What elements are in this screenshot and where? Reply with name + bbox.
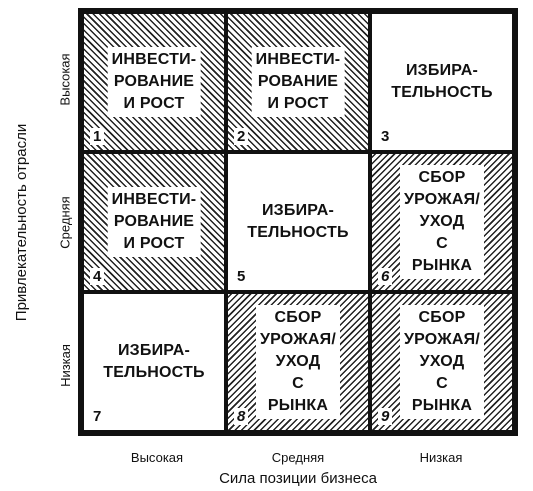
cell-strategy-label: ИЗБИРА- ТЕЛЬНОСТЬ	[99, 338, 209, 386]
cell-number: 2	[234, 128, 249, 145]
matrix-cell-2: ИНВЕСТИ- РОВАНИЕ И РОСТ 2	[226, 12, 370, 152]
matrix-cell-8: СБОР УРОЖАЯ/ УХОД С РЫНКА 8	[226, 292, 370, 432]
cell-strategy-label: СБОР УРОЖАЯ/ УХОД С РЫНКА	[255, 305, 341, 419]
cell-strategy-label: ИНВЕСТИ- РОВАНИЕ И РОСТ	[107, 187, 201, 257]
column-label-high: Высокая	[130, 450, 184, 465]
cell-number: 7	[90, 408, 105, 425]
cell-strategy-label: СБОР УРОЖАЯ/ УХОД С РЫНКА	[399, 165, 485, 279]
cell-strategy-label: ИЗБИРА- ТЕЛЬНОСТЬ	[387, 58, 497, 106]
matrix-cell-3: ИЗБИРА- ТЕЛЬНОСТЬ 3	[370, 12, 514, 152]
cell-number: 4	[90, 268, 105, 285]
row-label-medium: Средняя	[57, 196, 73, 249]
column-label-low: Низкая	[419, 450, 463, 465]
matrix-grid: ИНВЕСТИ- РОВАНИЕ И РОСТ 1 ИНВЕСТИ- РОВАН…	[78, 8, 518, 436]
column-label-medium: Средняя	[271, 450, 325, 465]
cell-number: 5	[234, 268, 249, 285]
row-label-low: Низкая	[57, 343, 73, 387]
cell-number: 9	[378, 408, 393, 425]
cell-number: 6	[378, 268, 393, 285]
cell-strategy-label: ИНВЕСТИ- РОВАНИЕ И РОСТ	[251, 47, 345, 117]
cell-strategy-label: СБОР УРОЖАЯ/ УХОД С РЫНКА	[399, 305, 485, 419]
matrix-cell-4: ИНВЕСТИ- РОВАНИЕ И РОСТ 4	[82, 152, 226, 292]
cell-strategy-label: ИНВЕСТИ- РОВАНИЕ И РОСТ	[107, 47, 201, 117]
cell-number: 3	[378, 128, 393, 145]
matrix-cell-7: ИЗБИРА- ТЕЛЬНОСТЬ 7	[82, 292, 226, 432]
x-axis-title: Сила позиции бизнеса	[219, 470, 377, 487]
y-axis-title: Привлекательность отрасли	[13, 123, 31, 321]
matrix-cell-9: СБОР УРОЖАЯ/ УХОД С РЫНКА 9	[370, 292, 514, 432]
matrix-cell-5: ИЗБИРА- ТЕЛЬНОСТЬ 5	[226, 152, 370, 292]
row-label-high: Высокая	[57, 53, 73, 106]
matrix-cell-1: ИНВЕСТИ- РОВАНИЕ И РОСТ 1	[82, 12, 226, 152]
cell-number: 1	[90, 128, 105, 145]
cell-strategy-label: ИЗБИРА- ТЕЛЬНОСТЬ	[243, 198, 353, 246]
cell-number: 8	[234, 408, 249, 425]
matrix-cell-6: СБОР УРОЖАЯ/ УХОД С РЫНКА 6	[370, 152, 514, 292]
